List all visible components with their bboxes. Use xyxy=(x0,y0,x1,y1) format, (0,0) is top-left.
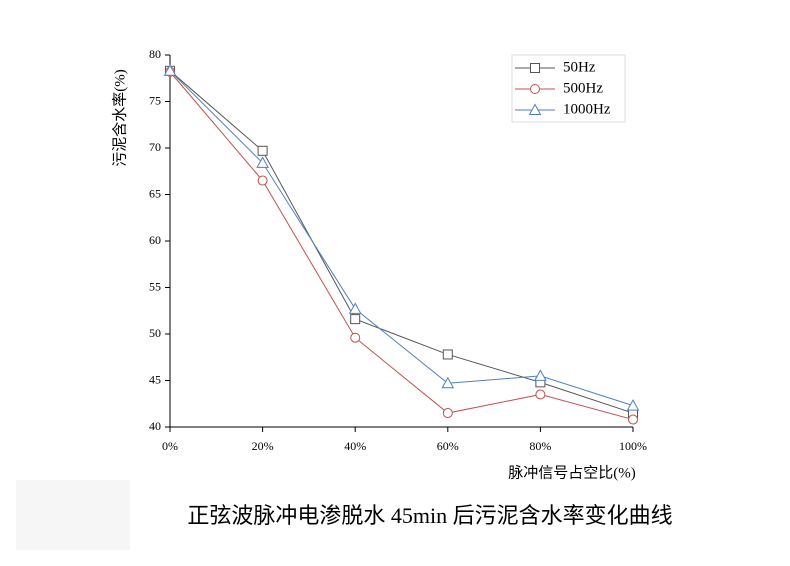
series-line xyxy=(169,71,634,421)
legend-label: 500Hz xyxy=(563,80,603,96)
marker xyxy=(442,349,453,360)
background-patch xyxy=(16,480,130,550)
y-axis-title: 污泥含水率(%) xyxy=(111,69,128,167)
marker xyxy=(441,376,455,389)
x-tick-label: 80% xyxy=(529,439,551,453)
marker xyxy=(528,103,542,115)
marker xyxy=(163,64,177,76)
marker xyxy=(530,84,540,94)
x-axis-title: 脉冲信号占空比(%) xyxy=(508,464,636,481)
marker xyxy=(530,63,540,73)
series-line xyxy=(169,70,634,414)
x-tick-label: 20% xyxy=(252,439,274,453)
y-tick-label: 65 xyxy=(149,186,161,200)
y-tick-label: 60 xyxy=(149,233,161,247)
marker xyxy=(628,414,638,425)
marker xyxy=(442,408,453,419)
y-tick-label: 45 xyxy=(149,372,161,386)
marker xyxy=(535,389,546,400)
x-tick-label: 0% xyxy=(162,439,178,453)
y-tick-label: 40 xyxy=(149,419,161,433)
legend-label: 50Hz xyxy=(563,59,596,75)
legend-label: 1000Hz xyxy=(563,101,611,117)
y-tick-label: 50 xyxy=(149,326,161,340)
y-tick-label: 75 xyxy=(149,93,161,107)
marker xyxy=(256,156,269,168)
marker xyxy=(534,369,547,381)
x-tick-label: 40% xyxy=(344,439,366,453)
chart-title: 正弦波脉冲电渗脱水 45min 后污泥含水率变化曲线 xyxy=(187,503,672,528)
y-tick-label: 70 xyxy=(149,140,161,154)
marker xyxy=(257,145,268,156)
series-line xyxy=(169,70,634,407)
x-tick-label: 60% xyxy=(437,439,459,453)
y-tick-label: 80 xyxy=(149,47,161,61)
marker xyxy=(350,314,361,325)
marker xyxy=(257,175,268,186)
marker xyxy=(348,302,362,314)
marker xyxy=(626,399,640,411)
x-tick-label: 100% xyxy=(619,439,647,453)
legend-box xyxy=(511,54,626,123)
y-tick-label: 55 xyxy=(149,279,161,293)
marker xyxy=(350,332,361,343)
